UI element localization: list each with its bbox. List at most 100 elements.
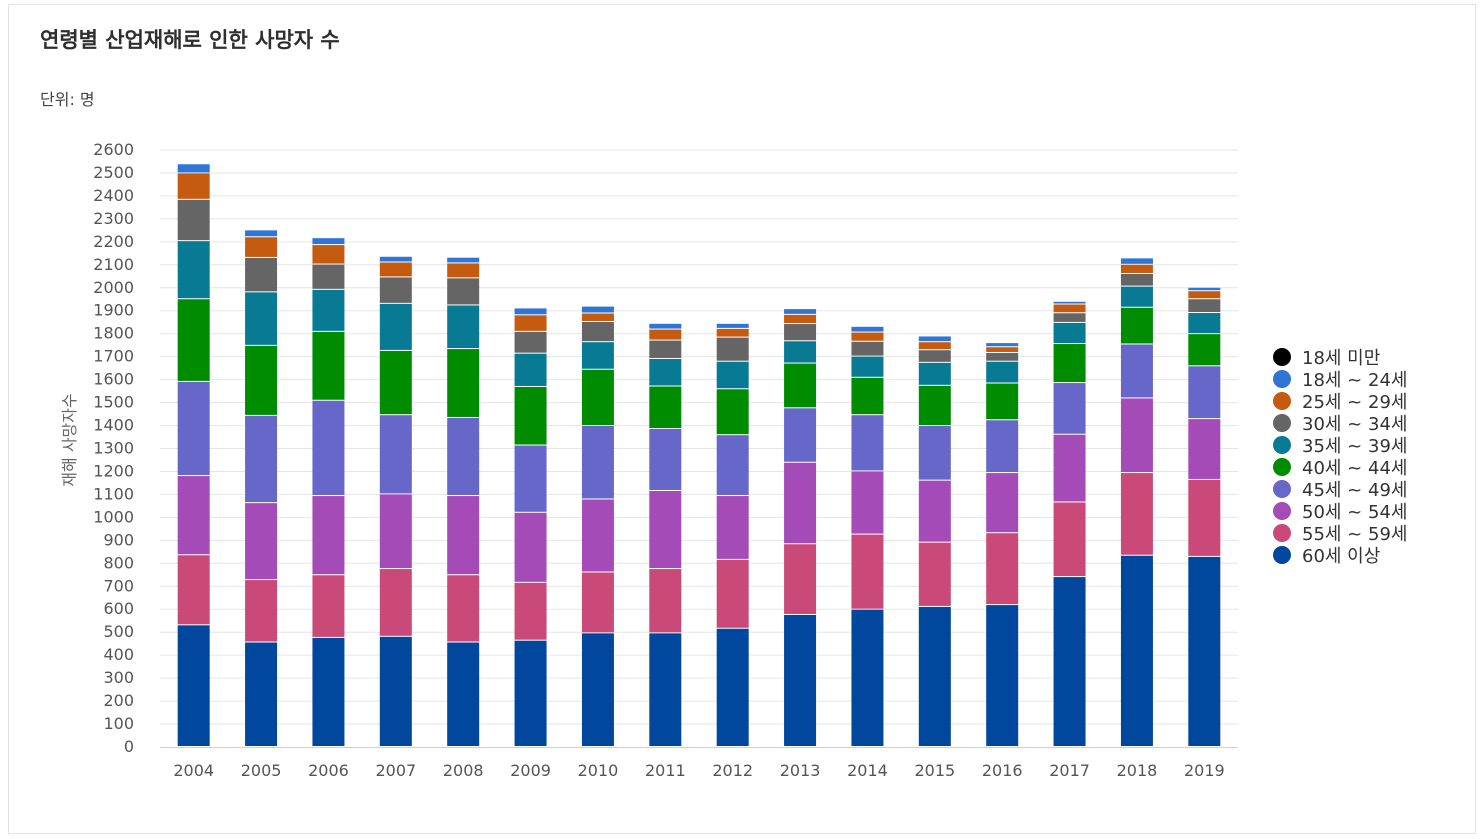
bar-segment[interactable] [245,345,278,415]
bar-segment[interactable] [649,358,682,386]
bar-segment[interactable] [918,606,951,746]
bar-segment[interactable] [1120,307,1153,344]
bar-segment[interactable] [245,237,278,257]
bar-segment[interactable] [581,633,614,746]
bar-segment[interactable] [649,386,682,428]
bar-segment[interactable] [1188,334,1221,366]
bar-segment[interactable] [716,328,749,337]
bar-segment[interactable] [1120,398,1153,473]
bar-segment[interactable] [986,361,1019,383]
bar-segment[interactable] [379,262,412,277]
bar-segment[interactable] [514,512,547,582]
bar-segment[interactable] [784,314,817,324]
bar-segment[interactable] [649,569,682,633]
bar-segment[interactable] [986,383,1019,420]
legend-item[interactable]: 60세 이상 [1273,544,1407,567]
bar-segment[interactable] [918,362,951,385]
bar-segment[interactable] [379,569,412,636]
bar-segment[interactable] [784,462,817,544]
bar-segment[interactable] [379,277,412,303]
bar-segment[interactable] [1120,286,1153,307]
legend-item[interactable]: 40세 ~ 44세 [1273,456,1407,479]
bar-segment[interactable] [177,173,210,199]
bar-segment[interactable] [1188,291,1221,299]
bar-segment[interactable] [581,425,614,499]
bar-segment[interactable] [514,640,547,746]
legend-item[interactable]: 30세 ~ 34세 [1273,412,1407,435]
bar-segment[interactable] [1053,434,1086,502]
bar-segment[interactable] [177,199,210,241]
bar-segment[interactable] [918,336,951,342]
bar-segment[interactable] [447,263,480,278]
bar-segment[interactable] [379,636,412,746]
bar-segment[interactable] [581,499,614,572]
bar-segment[interactable] [312,400,345,496]
bar-segment[interactable] [177,476,210,555]
bar-segment[interactable] [447,305,480,349]
bar-segment[interactable] [1120,555,1153,746]
bar-segment[interactable] [716,389,749,435]
bar-segment[interactable] [312,331,345,400]
bar-segment[interactable] [177,625,210,746]
legend-item[interactable]: 18세 ~ 24세 [1273,368,1407,391]
bar-segment[interactable] [177,555,210,625]
bar-segment[interactable] [851,377,884,415]
bar-segment[interactable] [986,352,1019,361]
bar-segment[interactable] [918,342,951,350]
bar-segment[interactable] [986,533,1019,605]
bar-segment[interactable] [245,580,278,642]
bar-segment[interactable] [649,340,682,358]
bar-segment[interactable] [716,323,749,328]
bar-segment[interactable] [1053,502,1086,577]
bar-segment[interactable] [851,326,884,332]
bar-segment[interactable] [716,559,749,628]
bar-segment[interactable] [1053,344,1086,383]
bar-segment[interactable] [716,628,749,746]
bar-segment[interactable] [312,264,345,289]
bar-segment[interactable] [1188,556,1221,746]
bar-segment[interactable] [784,341,817,363]
bar-segment[interactable] [581,369,614,425]
bar-segment[interactable] [245,257,278,292]
bar-segment[interactable] [581,313,614,321]
bar-segment[interactable] [918,480,951,542]
bar-segment[interactable] [177,241,210,299]
bar-segment[interactable] [784,324,817,341]
bar-segment[interactable] [379,303,412,350]
bar-segment[interactable] [177,381,210,476]
bar-segment[interactable] [716,361,749,389]
bar-segment[interactable] [1053,322,1086,344]
bar-segment[interactable] [447,278,480,305]
bar-segment[interactable] [1188,479,1221,556]
bar-segment[interactable] [649,329,682,340]
bar-segment[interactable] [784,544,817,614]
bar-segment[interactable] [581,321,614,342]
bar-segment[interactable] [649,490,682,569]
bar-segment[interactable] [851,609,884,746]
legend-item[interactable]: 55세 ~ 59세 [1273,522,1407,545]
bar-segment[interactable] [918,425,951,480]
legend-item[interactable]: 45세 ~ 49세 [1273,478,1407,501]
bar-segment[interactable] [312,575,345,637]
bar-segment[interactable] [447,417,480,496]
bar-segment[interactable] [514,315,547,331]
bar-segment[interactable] [986,605,1019,746]
bar-segment[interactable] [312,637,345,746]
bar-segment[interactable] [784,614,817,746]
bar-segment[interactable] [245,230,278,237]
bar-segment[interactable] [1053,304,1086,313]
bar-segment[interactable] [245,503,278,580]
bar-segment[interactable] [649,633,682,746]
bar-segment[interactable] [581,342,614,369]
bar-segment[interactable] [1053,577,1086,746]
bar-segment[interactable] [245,642,278,746]
bar-segment[interactable] [379,415,412,494]
bar-segment[interactable] [851,415,884,471]
bar-segment[interactable] [851,332,884,341]
bar-segment[interactable] [851,356,884,377]
bar-segment[interactable] [447,257,480,263]
bar-segment[interactable] [1188,299,1221,313]
bar-segment[interactable] [312,238,345,245]
bar-segment[interactable] [716,337,749,361]
bar-segment[interactable] [784,309,817,314]
